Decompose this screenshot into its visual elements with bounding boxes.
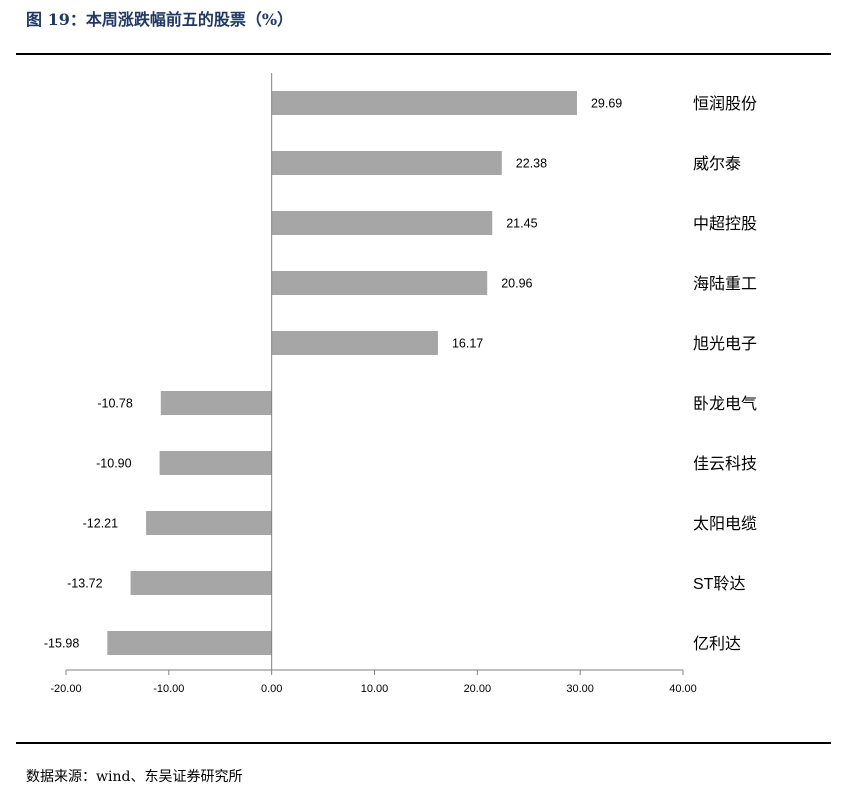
bar <box>271 271 488 295</box>
figure-title: 图 19：本周涨跌幅前五的股票（%） <box>26 10 294 29</box>
bar <box>271 91 577 115</box>
bar-value-label: -10.90 <box>96 457 131 471</box>
bar <box>271 151 502 175</box>
bar-value-label: 16.17 <box>452 337 483 351</box>
bar-value-label: -10.78 <box>97 397 132 411</box>
bar <box>146 511 272 535</box>
x-tick-label: 20.00 <box>464 683 492 695</box>
bar <box>271 211 493 235</box>
category-label: 海陆重工 <box>693 275 757 293</box>
x-tick-label: 40.00 <box>669 683 697 695</box>
bottom-rule <box>16 742 831 744</box>
bar <box>130 571 272 595</box>
bar-value-label: -12.21 <box>83 517 118 531</box>
category-label: 卧龙电气 <box>693 395 757 413</box>
bar <box>271 331 438 355</box>
bar-value-label: -13.72 <box>67 577 102 591</box>
bar-chart: -20.00 -10.00 0.00 10.00 20.00 30.00 40.00 29.… <box>44 73 757 695</box>
bar-value-label: -15.98 <box>44 637 79 651</box>
category-label: 恒润股份 <box>693 95 757 113</box>
category-label: ST聆达 <box>693 575 745 593</box>
category-label: 佳云科技 <box>693 455 757 473</box>
bar <box>107 631 272 655</box>
category-label: 太阳电缆 <box>693 515 757 533</box>
bar-value-label: 22.38 <box>516 157 547 171</box>
bar-value-label: 20.96 <box>501 277 532 291</box>
x-tick-label: -20.00 <box>50 683 81 695</box>
x-tick-label: 10.00 <box>361 683 389 695</box>
bar <box>159 451 272 475</box>
source-note: 数据来源：wind、东吴证券研究所 <box>26 769 243 785</box>
x-tick-label: 30.00 <box>566 683 594 695</box>
value-labels-group: 29.69 22.38 21.45 20.96 16.17 -10.78 -10.90 -12… <box>44 97 622 651</box>
bar-value-label: 21.45 <box>506 217 537 231</box>
bar <box>160 391 272 415</box>
x-tick-label: 0.00 <box>261 683 282 695</box>
category-label: 旭光电子 <box>693 335 757 353</box>
category-label: 威尔泰 <box>693 155 741 173</box>
x-axis: -20.00 -10.00 0.00 10.00 20.00 30.00 40.00 <box>50 669 697 695</box>
category-label: 中超控股 <box>693 215 757 233</box>
bars-group <box>107 91 577 655</box>
bar-value-label: 29.69 <box>591 97 622 111</box>
category-label: 亿利达 <box>693 635 741 653</box>
x-tick-label: -10.00 <box>153 683 184 695</box>
top-rule <box>16 53 831 55</box>
